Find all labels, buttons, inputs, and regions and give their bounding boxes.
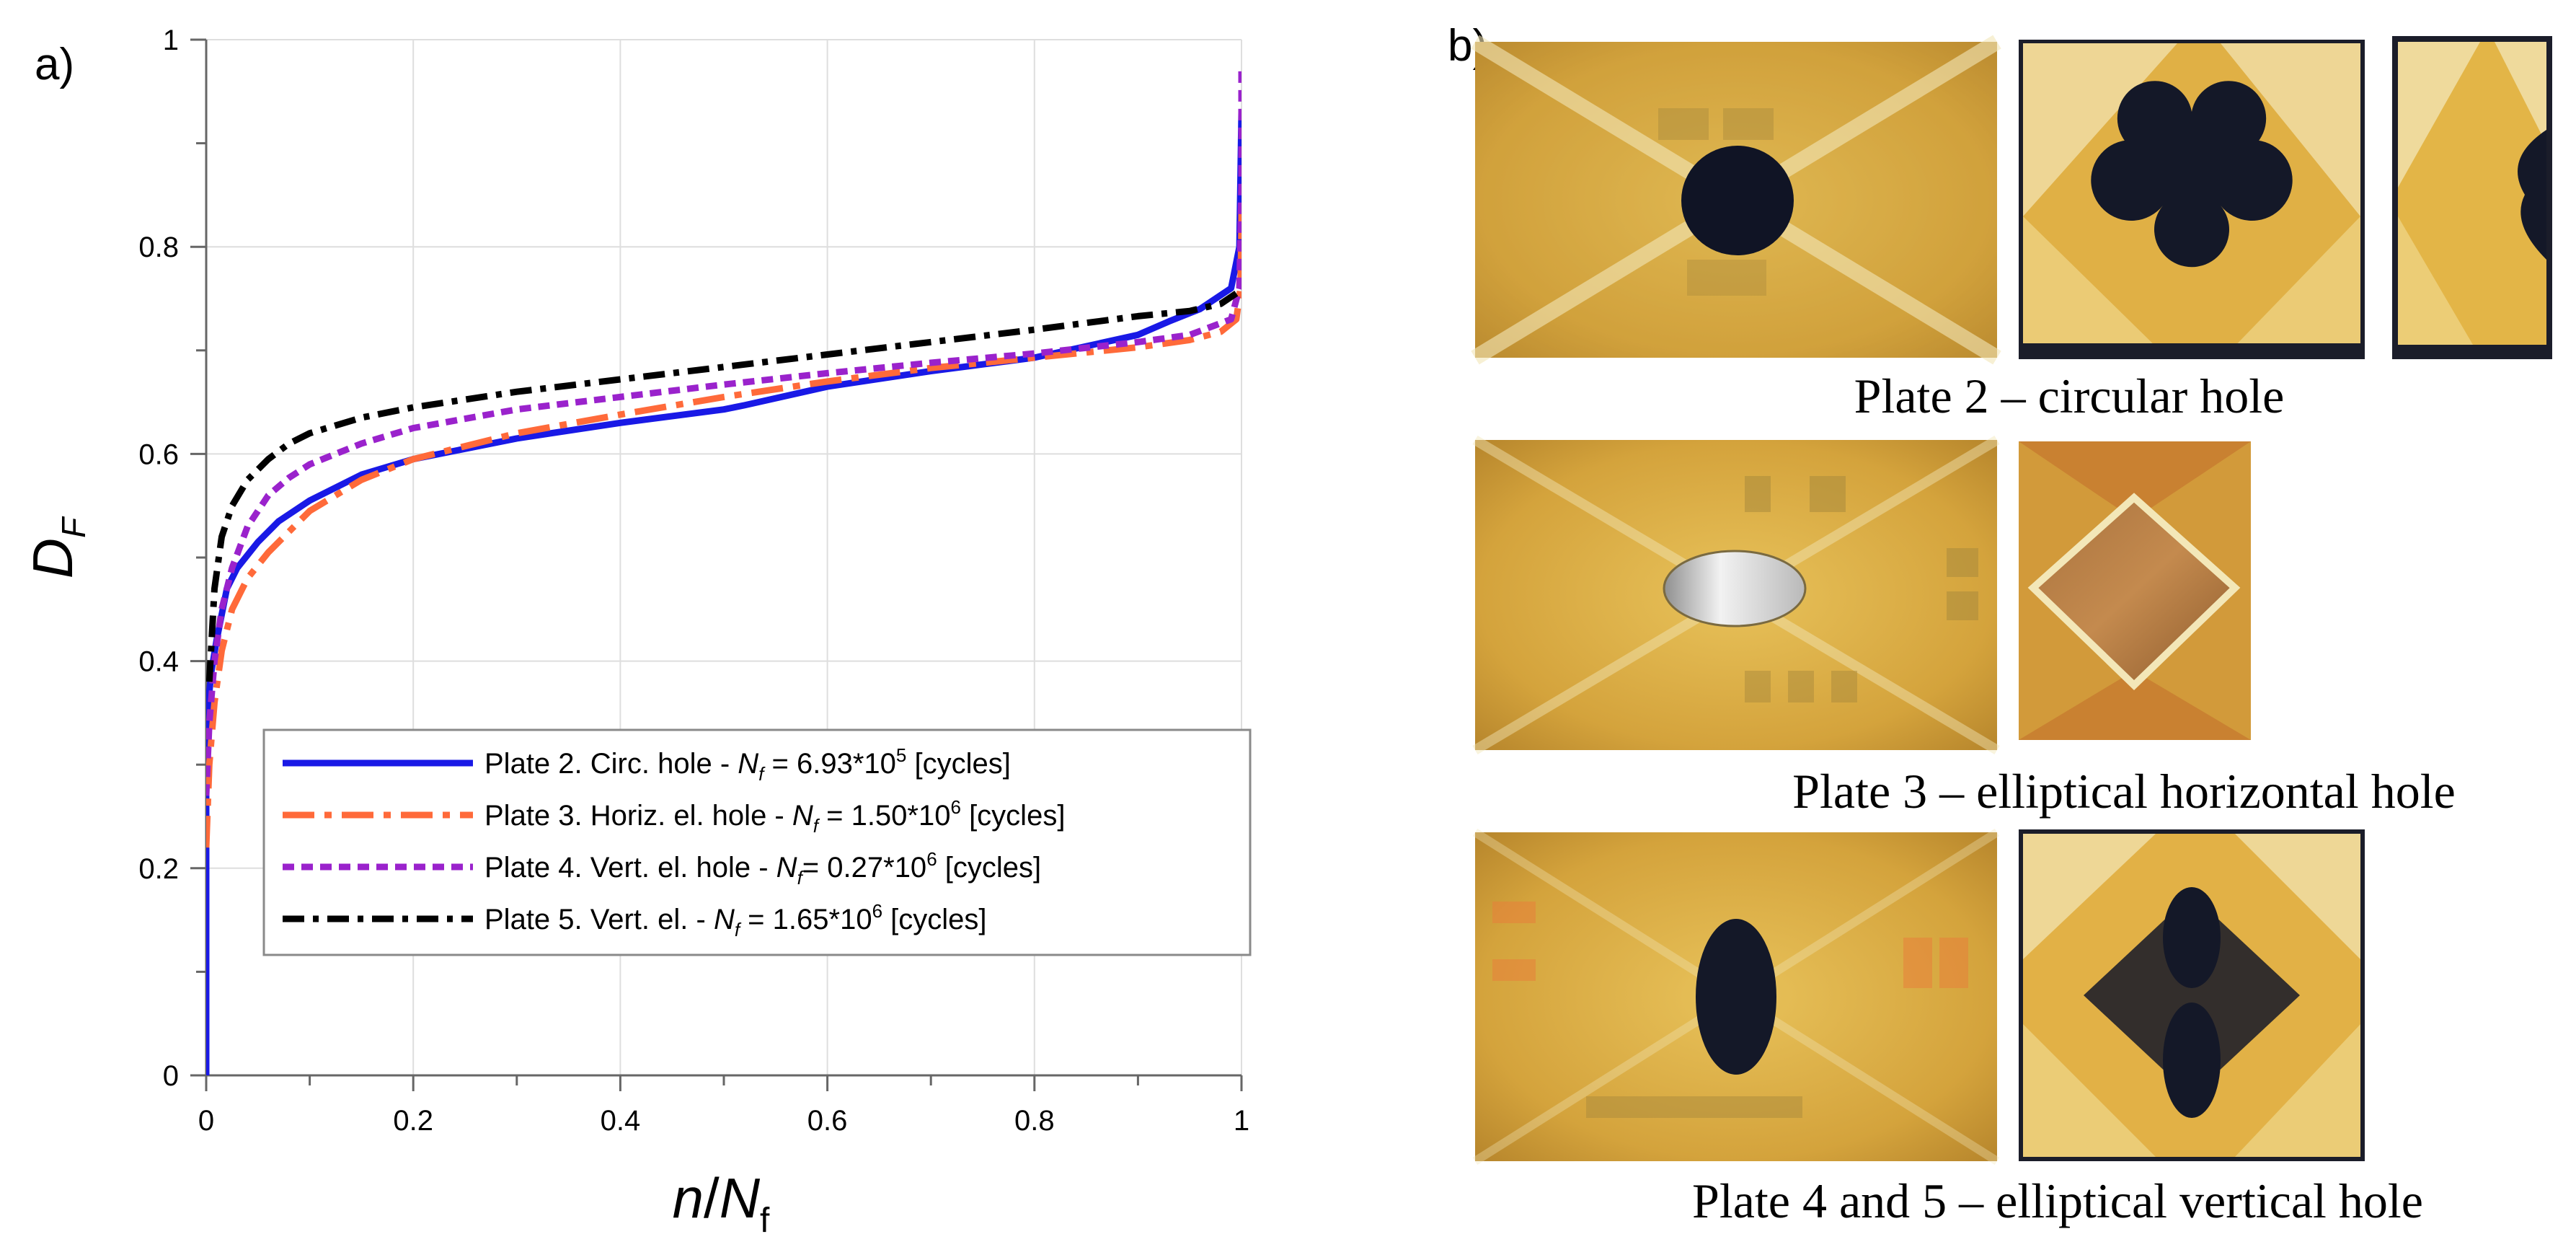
- series-line-4: [206, 291, 1239, 682]
- x-tick-labels: 0 0.2 0.4 0.6 0.8 1: [198, 1105, 1249, 1137]
- plate-2-side-photo: [2392, 36, 2552, 359]
- y-axis-title: DF: [21, 516, 92, 578]
- chart-series: [206, 71, 1241, 1075]
- caption-plate-2: Plate 2 – circular hole: [1854, 369, 2285, 423]
- plate-3-after-photo: [2019, 441, 2251, 740]
- legend-label-1: Plate 2. Circ. hole - Nf = 6.93*105 [cyc…: [484, 744, 1011, 785]
- photo-panel: b) Pla: [1445, 21, 2552, 1228]
- plate-4-5-after-photo: [2019, 829, 2365, 1161]
- x-tick-label: 0.8: [1014, 1105, 1055, 1137]
- vertical-elliptical-hole: [1696, 919, 1776, 1075]
- y-tick-label: 0: [163, 1060, 179, 1092]
- x-axis-title: n/Nf: [673, 1166, 770, 1240]
- y-tick-label: 0.6: [138, 439, 179, 470]
- y-tick-label: 0.2: [138, 853, 179, 885]
- circular-hole: [1681, 146, 1794, 255]
- x-tick-label: 0.2: [393, 1105, 433, 1137]
- caption-plate-4-5: Plate 4 and 5 – elliptical vertical hole: [1692, 1173, 2423, 1228]
- plate-3-before-photo: [1472, 435, 2000, 755]
- y-tick-label: 0.4: [138, 646, 179, 678]
- x-tick-label: 0.4: [601, 1105, 641, 1137]
- y-tick-label: 0.8: [138, 232, 179, 263]
- legend-label-2: Plate 3. Horiz. el. hole - Nf = 1.50*106…: [484, 796, 1065, 837]
- series-line-2: [206, 205, 1241, 848]
- panel-a-label: a): [35, 40, 74, 89]
- damage-chart: a) 0 0.2 0.4 0.6 0.8 1 0 0.2 0.4 0.6 0.8 1 DF n/Nf…: [21, 25, 1252, 1240]
- caption-plate-3: Plate 3 – elliptical horizontal hole: [1792, 764, 2456, 819]
- legend-label-3: Plate 4. Vert. el. hole - Nf= 0.27*106 […: [484, 848, 1041, 889]
- plate-2-before-photo: [1471, 35, 2001, 365]
- y-tick-labels: 0 0.2 0.4 0.6 0.8 1: [138, 25, 179, 1092]
- plate-2-after-photo: [2019, 40, 2365, 359]
- y-tick-label: 1: [163, 25, 179, 56]
- x-tick-label: 0.6: [807, 1105, 848, 1137]
- series-line-3: [206, 71, 1241, 796]
- x-tick-label: 0: [198, 1105, 214, 1137]
- legend-label-4: Plate 5. Vert. el. - Nf = 1.65*106 [cycl…: [484, 900, 987, 940]
- horizontal-elliptical-hole: [1663, 550, 1807, 627]
- chart-legend: Plate 2. Circ. hole - Nf = 6.93*105 [cyc…: [262, 728, 1252, 956]
- plate-4-5-before-photo: [1472, 828, 2000, 1166]
- x-tick-label: 1: [1234, 1105, 1249, 1137]
